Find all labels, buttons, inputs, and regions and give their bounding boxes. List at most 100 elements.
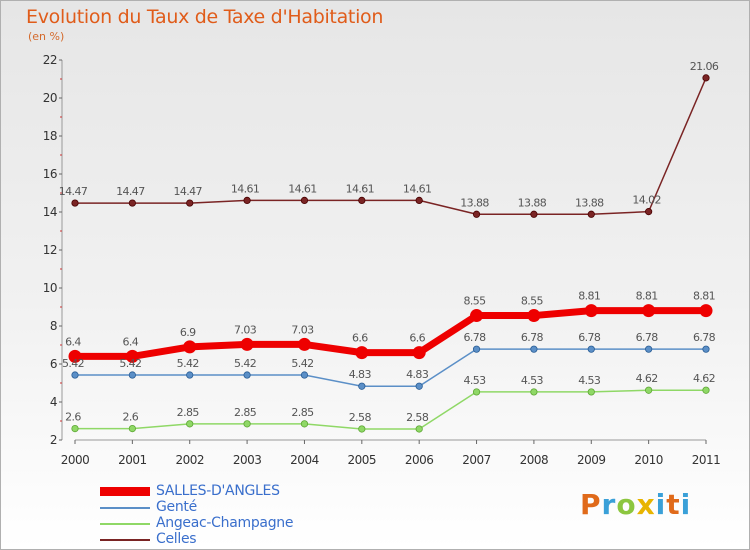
- series-line-3: [75, 77, 707, 216]
- data-point: [358, 425, 366, 433]
- data-label: 8.55: [463, 295, 486, 308]
- data-label: 6.78: [693, 331, 716, 344]
- data-label: 14.61: [231, 182, 260, 195]
- data-point: [415, 425, 423, 433]
- data-point: [186, 371, 194, 379]
- data-point: [699, 304, 713, 318]
- data-label: 4.62: [693, 372, 715, 385]
- y-tick-label: 4: [50, 395, 57, 409]
- data-label: 5.42: [291, 357, 313, 370]
- logo-letter: r: [601, 488, 617, 521]
- data-label: 5.42: [177, 357, 199, 370]
- data-label: 14.61: [346, 182, 375, 195]
- x-tick-label: 2000: [61, 453, 90, 467]
- data-point: [68, 349, 82, 363]
- series-line-1: [75, 348, 706, 387]
- data-label: 7.03: [291, 323, 314, 336]
- data-label: 8.81: [578, 290, 600, 303]
- data-label: 2.58: [406, 411, 429, 424]
- y-tick-label: 22: [43, 53, 57, 67]
- data-point: [243, 371, 251, 379]
- x-tick-label: 2007: [462, 453, 491, 467]
- y-tick-label: 16: [43, 167, 57, 181]
- x-tick-label: 2008: [520, 453, 549, 467]
- data-point: [702, 74, 710, 82]
- data-label: 5.42: [119, 357, 141, 370]
- data-point: [186, 199, 194, 207]
- data-point: [702, 345, 710, 353]
- y-tick-label: 12: [43, 243, 57, 257]
- data-point: [300, 420, 309, 428]
- data-point: [243, 196, 251, 205]
- data-point: [128, 424, 136, 433]
- data-label: 6.78: [578, 331, 601, 344]
- data-label: 4.53: [521, 374, 544, 387]
- x-tick-label: 2011: [692, 453, 721, 467]
- data-point: [243, 420, 251, 428]
- data-point: [587, 345, 595, 353]
- y-tick-label: 8: [50, 319, 57, 333]
- data-label: 6.78: [521, 331, 544, 344]
- data-point: [472, 210, 481, 218]
- data-label: 14.47: [116, 185, 145, 198]
- data-point: [415, 196, 423, 205]
- logo-letter: i: [655, 488, 667, 521]
- data-point: [297, 337, 311, 351]
- data-label-layer: 14.47 14.47 14.47 14.61 14.61 14.61 14.61 13.88…: [59, 60, 720, 424]
- data-label: 2.6: [65, 411, 81, 424]
- data-label: 5.42: [62, 357, 84, 370]
- logo-letter: i: [680, 488, 692, 521]
- data-point: [358, 382, 366, 390]
- data-label: 8.81: [636, 290, 658, 303]
- chart-subtitle: (en %): [28, 30, 65, 43]
- x-tick-label: 2010: [634, 453, 663, 467]
- data-label: 4.53: [463, 374, 486, 387]
- data-label: 8.55: [521, 295, 544, 308]
- y-tick-label: 10: [43, 281, 57, 295]
- data-label: 14.47: [59, 185, 88, 198]
- series-line-0: [75, 307, 706, 360]
- data-point: [183, 340, 197, 354]
- legend-label: Genté: [156, 499, 197, 515]
- data-point: [472, 388, 481, 396]
- series-line-2: [75, 389, 706, 430]
- data-label: 14.47: [173, 185, 202, 198]
- data-label: 6.78: [636, 331, 659, 344]
- data-label: 5.42: [234, 357, 256, 370]
- data-point: [645, 208, 653, 216]
- data-point: [300, 371, 309, 379]
- y-tick-label: 20: [43, 91, 57, 105]
- x-tick-label: 2001: [118, 453, 147, 467]
- series-layer: [68, 74, 713, 433]
- data-point: [300, 196, 309, 205]
- data-point: [642, 304, 656, 318]
- data-label: 6.4: [65, 335, 81, 348]
- data-point: [358, 196, 366, 205]
- x-tick-label: 2002: [175, 453, 204, 467]
- data-point: [530, 210, 538, 218]
- data-label: 14.02: [632, 194, 661, 207]
- chart-title: Evolution du Taux de Taxe d'Habitation: [26, 6, 384, 28]
- logo-letter: x: [636, 488, 656, 521]
- x-tick-label: 2004: [290, 453, 319, 467]
- legend-swatch: [100, 507, 150, 509]
- data-label: 2.58: [349, 411, 372, 424]
- x-tick-label: 2009: [577, 453, 606, 467]
- data-point: [186, 420, 194, 428]
- data-label: 2.6: [123, 411, 139, 424]
- data-label: 21.06: [690, 60, 719, 73]
- data-label: 13.88: [575, 196, 604, 209]
- data-point: [702, 386, 710, 394]
- legend-swatch: [100, 487, 150, 496]
- data-label: 6.9: [180, 326, 196, 339]
- y-tick-label: 14: [43, 205, 57, 219]
- axis-layer: 2 4 6 8 10 12 14 16 18 20 22 2000 2001 2002 2003 2004 20…: [43, 53, 721, 467]
- data-point: [128, 199, 136, 207]
- data-point: [587, 210, 595, 218]
- data-label: 8.81: [693, 290, 715, 303]
- y-tick-label: 6: [50, 357, 57, 371]
- data-point: [71, 199, 79, 207]
- legend-label: Celles: [156, 531, 197, 547]
